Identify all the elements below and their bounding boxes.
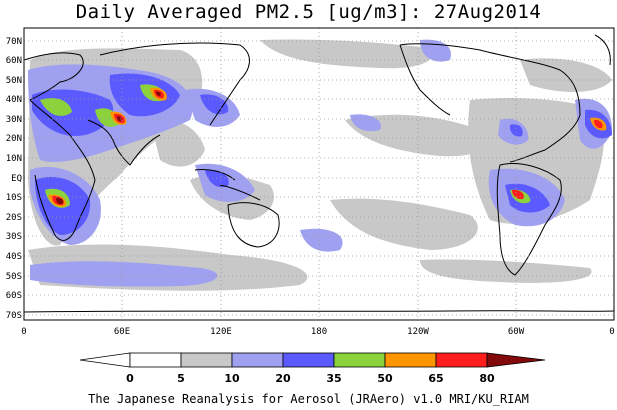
pm25-level-80-plus bbox=[56, 91, 161, 205]
colorbar-swatch bbox=[180, 352, 233, 368]
colorbar-label: 10 bbox=[224, 372, 240, 385]
lat-label: 30S bbox=[6, 232, 22, 242]
lon-label: 60E bbox=[114, 327, 130, 337]
lon-label: 120E bbox=[210, 327, 232, 337]
lon-label: 0 bbox=[609, 327, 614, 337]
lon-label: 0 bbox=[21, 327, 26, 337]
colorbar-arrow-left bbox=[79, 352, 131, 368]
colorbar-swatch bbox=[129, 352, 182, 368]
lat-label: 70N bbox=[6, 37, 22, 47]
colorbar-label: 5 bbox=[177, 372, 185, 385]
colorbar-arrow-right bbox=[486, 352, 546, 368]
lat-label: 60S bbox=[6, 291, 22, 301]
lat-label: 50N bbox=[6, 76, 22, 86]
lon-label: 60W bbox=[508, 327, 525, 337]
lat-label: 30N bbox=[6, 115, 22, 125]
colorbar-swatch bbox=[231, 352, 284, 368]
footer-caption: The Japanese Reanalysis for Aerosol (JRA… bbox=[88, 392, 529, 406]
lat-label: 10S bbox=[6, 193, 22, 203]
colorbar-swatch bbox=[384, 352, 437, 368]
lon-label: 180 bbox=[311, 327, 327, 337]
colorbar: 0 5 10 20 35 50 65 80 bbox=[79, 352, 546, 385]
lat-label: 20S bbox=[6, 213, 22, 223]
lat-label: EQ bbox=[11, 174, 22, 184]
lat-label: 60N bbox=[6, 56, 22, 66]
latitude-labels: 70N 60N 50N 40N 30N 20N 10N EQ 10S 20S 3… bbox=[6, 37, 22, 321]
colorbar-swatch bbox=[282, 352, 335, 368]
colorbar-label: 80 bbox=[479, 372, 495, 385]
colorbar-label: 50 bbox=[377, 372, 393, 385]
lat-label: 40S bbox=[6, 252, 22, 262]
lat-label: 10N bbox=[6, 154, 22, 164]
pm25-field bbox=[24, 34, 614, 313]
map-title: Daily Averaged PM2.5 [ug/m3]: 27Aug2014 bbox=[75, 1, 542, 23]
colorbar-swatch bbox=[435, 352, 488, 368]
colorbar-label: 0 bbox=[126, 372, 134, 385]
lat-label: 50S bbox=[6, 272, 22, 282]
colorbar-label: 35 bbox=[326, 372, 341, 385]
lat-label: 20N bbox=[6, 134, 22, 144]
lat-label: 70S bbox=[6, 311, 22, 321]
map-frame bbox=[23, 27, 615, 321]
map-gridlines bbox=[24, 28, 614, 320]
lon-label: 120W bbox=[407, 327, 429, 337]
colorbar-label: 20 bbox=[275, 372, 291, 385]
lat-label: 40N bbox=[6, 95, 22, 105]
coastlines bbox=[24, 34, 614, 313]
longitude-labels: 0 60E 120E 180 120W 60W 0 bbox=[21, 327, 614, 337]
colorbar-swatch bbox=[333, 352, 386, 368]
colorbar-label: 65 bbox=[428, 372, 443, 385]
